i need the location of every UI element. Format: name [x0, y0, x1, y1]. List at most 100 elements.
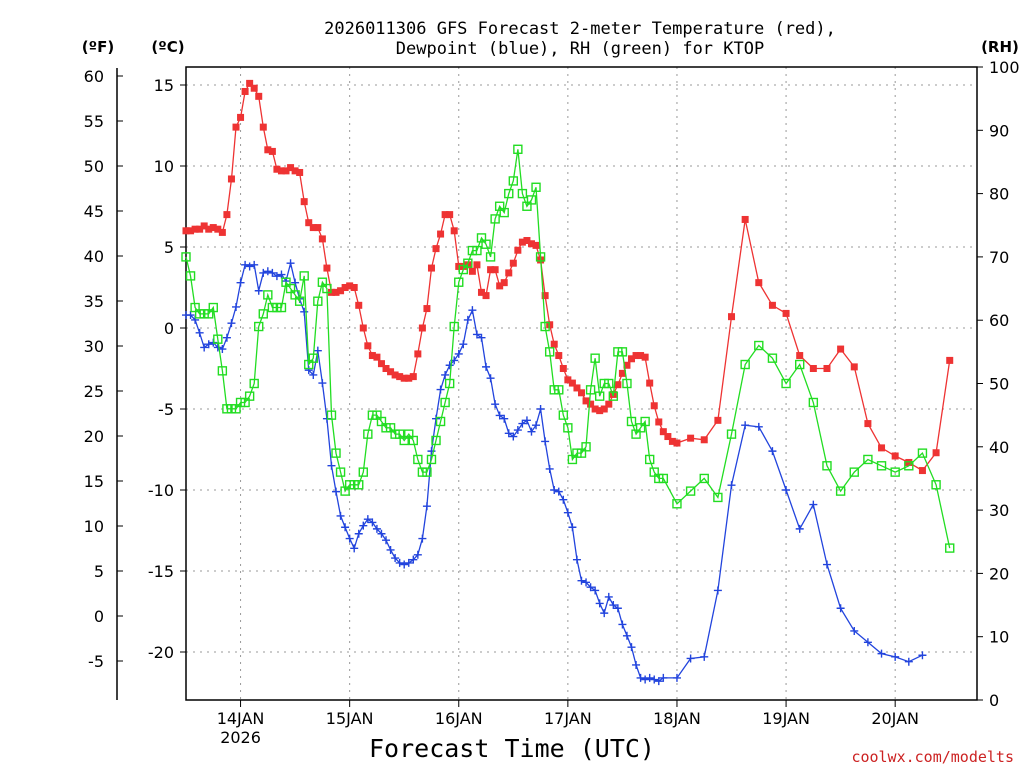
dewpoint-point: [532, 421, 541, 430]
temperature-point: [237, 113, 245, 121]
rh-point: [508, 176, 519, 186]
celsius-tick-label: 0: [164, 319, 174, 338]
temperature-point: [573, 384, 581, 392]
temperature-point: [664, 433, 672, 441]
temperature-point: [296, 168, 304, 176]
rh-point: [449, 321, 459, 332]
fahrenheit-tick-label: 0: [94, 607, 104, 626]
temperature-point: [355, 301, 363, 309]
dewpoint-point: [527, 427, 536, 436]
temperature-point: [277, 167, 285, 175]
celsius-tick-label: -20: [148, 643, 174, 662]
dewpoint-point: [454, 349, 463, 358]
dewpoint-point: [654, 677, 663, 686]
rh-point: [876, 461, 887, 471]
fahrenheit-tick-label: 60: [84, 67, 104, 86]
dewpoint-point: [500, 414, 509, 423]
rh-point: [258, 309, 268, 319]
dewpoint-point: [436, 385, 445, 394]
rh-tick-label: 90: [989, 121, 1009, 140]
dewpoint-point: [418, 534, 427, 543]
rh-point: [354, 480, 364, 490]
fahrenheit-tick-label: 5: [94, 562, 104, 581]
dewpoint-point: [250, 260, 259, 269]
rh-point: [276, 302, 287, 313]
rh-tick-label: 100: [989, 58, 1020, 77]
temperature-point: [514, 246, 522, 254]
celsius-tick-label: 10: [154, 157, 174, 176]
dewpoint-point: [459, 340, 468, 349]
dewpoint-point: [300, 307, 309, 316]
temperature-point: [632, 352, 640, 360]
temperature-point: [259, 123, 267, 131]
series-layer: [181, 79, 955, 686]
rh-point: [454, 277, 464, 287]
dewpoint-point: [536, 405, 545, 413]
temperature-point: [332, 288, 340, 296]
rh-point: [326, 410, 337, 420]
dewpoint-point: [463, 315, 472, 324]
dewpoint-point: [627, 643, 636, 652]
temperature-point: [673, 439, 681, 447]
rh-point: [413, 454, 423, 465]
dewpoint-point: [263, 267, 272, 276]
temperature-point: [650, 402, 658, 410]
celsius-tick-label: -15: [148, 562, 174, 581]
dewpoint-point: [336, 511, 345, 520]
temperature-point: [387, 368, 395, 376]
dewpoint-point: [241, 260, 250, 269]
temperature-point: [187, 227, 195, 235]
rh-tick-label: 10: [989, 628, 1009, 647]
dewpoint-point: [372, 524, 381, 533]
temperature-point: [500, 279, 508, 287]
dewpoint-point: [641, 675, 650, 684]
temperature-point: [714, 416, 722, 424]
dewpoint-point: [713, 586, 722, 595]
rh-tick-label: 70: [989, 248, 1009, 267]
dewpoint-point: [345, 534, 354, 543]
x-tick-label: 15JAN: [326, 709, 374, 728]
rh-point: [544, 347, 555, 357]
temperature-point: [291, 167, 299, 175]
dewpoint-point: [286, 259, 295, 268]
fahrenheit-tick-label: 30: [84, 337, 104, 356]
temperature-point: [309, 224, 317, 232]
rh-point: [554, 385, 564, 395]
temperature-point: [227, 175, 235, 183]
temperature-point: [446, 211, 454, 219]
dewpoint-point: [595, 599, 604, 608]
dewpoint-point: [222, 333, 231, 342]
rh-point: [917, 448, 928, 458]
dewpoint-point: [850, 626, 859, 635]
temperature-point: [564, 376, 572, 384]
temperature-point: [382, 365, 390, 372]
temperature-point: [223, 211, 231, 219]
rh-point: [331, 448, 341, 458]
temperature-point: [596, 407, 604, 415]
rh-point: [685, 486, 696, 496]
rh-point: [408, 435, 418, 446]
chart-title-line2: Dewpoint (blue), RH (green) for KTOP: [396, 39, 764, 59]
dewpoint-point: [341, 523, 350, 532]
celsius-tick-label: -10: [148, 481, 174, 500]
dewpoint-point: [659, 673, 668, 682]
dewpoint-point: [186, 311, 195, 320]
rh-point: [540, 321, 550, 332]
dewpoint-point: [363, 515, 372, 524]
rh-point: [363, 429, 373, 439]
rh-point: [781, 378, 791, 389]
credit-label: coolwx.com/modelts: [851, 748, 1014, 766]
dewpoint-point: [582, 578, 591, 587]
temperature-point: [687, 434, 695, 442]
temperature-point: [618, 369, 626, 377]
dewpoint-point: [836, 604, 845, 613]
dewpoint-point: [227, 319, 236, 328]
temperature-point: [809, 365, 817, 372]
dewpoint-point: [359, 521, 368, 530]
x-tick-label: 17JAN: [544, 709, 592, 728]
dewpoint-point: [268, 268, 277, 277]
temperature-point: [209, 224, 217, 232]
rh-point: [658, 473, 669, 484]
temperature-point: [418, 324, 426, 332]
temperature-point: [346, 282, 354, 290]
